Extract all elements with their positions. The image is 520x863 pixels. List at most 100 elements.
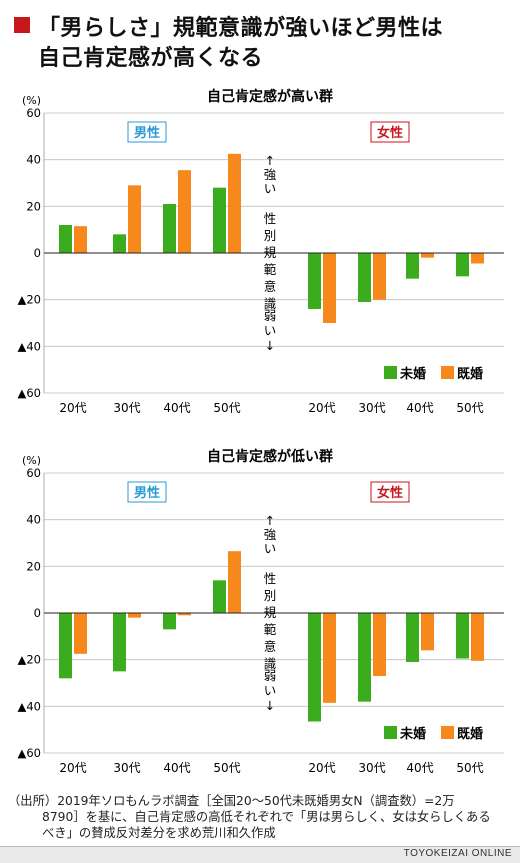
svg-text:男性: 男性 bbox=[134, 125, 160, 141]
bar-unmarried bbox=[163, 204, 176, 253]
x-tick-label: 20代 bbox=[308, 761, 335, 775]
page-title-line1: 「男らしさ」規範意識が強いほど男性は bbox=[38, 16, 444, 41]
svg-text:強: 強 bbox=[264, 167, 277, 182]
y-tick-label: 40 bbox=[26, 513, 41, 527]
y-unit-label: (%) bbox=[22, 454, 41, 467]
source-note-line3: べき」の賛成反対差分を求め荒川和久作成 bbox=[42, 826, 276, 840]
y-unit-label: (%) bbox=[22, 94, 41, 107]
chart-low-self-esteem: 自己肯定感が低い群 (%)60 40 20 0 ▲20 ▲40 ▲60 男性 20代 30代 40代 5… bbox=[18, 448, 504, 775]
bar-unmarried bbox=[358, 613, 371, 702]
x-tick-label: 50代 bbox=[456, 761, 483, 775]
x-tick-label: 50代 bbox=[456, 401, 483, 415]
legend-unmarried: 未婚 bbox=[399, 726, 426, 742]
title-marker bbox=[14, 17, 30, 33]
svg-text:規: 規 bbox=[264, 605, 277, 620]
y-tick-label: ▲20 bbox=[18, 293, 41, 307]
svg-text:女性: 女性 bbox=[377, 125, 403, 141]
y-tick-label: ▲60 bbox=[18, 746, 41, 760]
svg-text:強: 強 bbox=[264, 527, 277, 542]
svg-text:い: い bbox=[264, 323, 277, 338]
y-tick-label: ▲40 bbox=[18, 699, 41, 713]
x-tick-label: 30代 bbox=[358, 401, 385, 415]
legend-unmarried: 未婚 bbox=[399, 366, 426, 382]
bar-married bbox=[471, 613, 484, 661]
legend-married: 既婚 bbox=[457, 366, 483, 382]
bar-married bbox=[323, 613, 336, 703]
legend-married: 既婚 bbox=[457, 726, 483, 742]
x-tick-label: 20代 bbox=[59, 401, 86, 415]
svg-text:識: 識 bbox=[264, 296, 277, 311]
bar-married bbox=[178, 613, 191, 616]
svg-text:規: 規 bbox=[264, 245, 277, 260]
bar-unmarried bbox=[406, 613, 419, 662]
x-tick-label: 50代 bbox=[213, 401, 240, 415]
bar-unmarried bbox=[308, 613, 321, 722]
bar-unmarried bbox=[406, 253, 419, 279]
chart-title: 自己肯定感が低い群 bbox=[207, 448, 333, 465]
bar-married bbox=[421, 253, 434, 258]
panel-label-male: 男性 bbox=[127, 481, 167, 503]
x-tick-label: 40代 bbox=[406, 761, 433, 775]
bar-unmarried bbox=[59, 613, 72, 679]
bar-married bbox=[228, 551, 241, 613]
bar-unmarried bbox=[358, 253, 371, 302]
svg-text:↑: ↑ bbox=[265, 513, 275, 528]
legend: 未婚 既婚 bbox=[384, 726, 483, 742]
x-tick-label: 40代 bbox=[163, 761, 190, 775]
bar-married bbox=[228, 153, 241, 253]
svg-text:意: 意 bbox=[264, 279, 277, 294]
y-tick-label: 0 bbox=[34, 246, 41, 260]
source-note-line1: （出所）2019年ソロもんラボ調査［全国20〜50代未既婚男女N（調査数）=2万 bbox=[8, 794, 455, 808]
bar-unmarried bbox=[213, 580, 226, 613]
brand-label: TOYOKEIZAI ONLINE bbox=[403, 848, 512, 859]
bar-married bbox=[373, 613, 386, 676]
svg-text:別: 別 bbox=[264, 588, 277, 603]
svg-text:別: 別 bbox=[264, 228, 277, 243]
chart-title: 自己肯定感が高い群 bbox=[207, 88, 333, 105]
svg-text:女性: 女性 bbox=[377, 485, 403, 501]
bar-unmarried bbox=[456, 613, 469, 659]
bar-unmarried bbox=[213, 187, 226, 253]
bar-unmarried bbox=[456, 253, 469, 277]
page-title-line2: 自己肯定感が高くなる bbox=[38, 46, 264, 71]
x-tick-label: 40代 bbox=[406, 401, 433, 415]
svg-text:↓: ↓ bbox=[265, 698, 275, 713]
y-tick-label: 60 bbox=[26, 466, 41, 480]
x-tick-label: 50代 bbox=[213, 761, 240, 775]
panel-label-female: 女性 bbox=[370, 121, 410, 143]
svg-text:意: 意 bbox=[264, 639, 277, 654]
bar-unmarried bbox=[59, 225, 72, 253]
x-tick-label: 20代 bbox=[308, 401, 335, 415]
svg-text:範: 範 bbox=[264, 262, 277, 277]
x-tick-label: 40代 bbox=[163, 401, 190, 415]
x-tick-label: 20代 bbox=[59, 761, 86, 775]
svg-text:い: い bbox=[264, 683, 277, 698]
bar-unmarried bbox=[113, 613, 126, 672]
svg-text:識: 識 bbox=[264, 656, 277, 671]
bar-married bbox=[128, 185, 141, 253]
svg-text:↑: ↑ bbox=[265, 153, 275, 168]
svg-text:性: 性 bbox=[264, 211, 277, 226]
bar-unmarried bbox=[113, 234, 126, 253]
svg-text:性: 性 bbox=[264, 571, 277, 586]
footer-bar: TOYOKEIZAI ONLINE bbox=[0, 846, 520, 863]
legend: 未婚 既婚 bbox=[384, 366, 483, 382]
svg-text:弱: 弱 bbox=[264, 668, 277, 683]
y-tick-label: 40 bbox=[26, 153, 41, 167]
source-note: （出所）2019年ソロもんラボ調査［全国20〜50代未既婚男女N（調査数）=2万… bbox=[8, 793, 513, 841]
svg-text:弱: 弱 bbox=[264, 308, 277, 323]
y-tick-label: 20 bbox=[26, 199, 41, 213]
y-tick-label: 20 bbox=[26, 559, 41, 573]
y-tick-label: 60 bbox=[26, 106, 41, 120]
svg-text:男性: 男性 bbox=[134, 485, 160, 501]
svg-text:↓: ↓ bbox=[265, 338, 275, 353]
svg-text:い: い bbox=[264, 541, 277, 556]
x-tick-label: 30代 bbox=[113, 761, 140, 775]
bar-married bbox=[323, 253, 336, 323]
bar-unmarried bbox=[163, 613, 176, 630]
svg-text:い: い bbox=[264, 181, 277, 196]
bar-married bbox=[421, 613, 434, 651]
x-tick-label: 30代 bbox=[113, 401, 140, 415]
